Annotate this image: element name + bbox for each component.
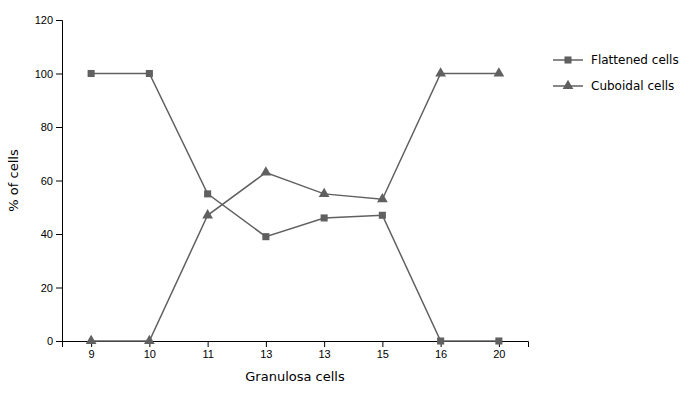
y-tick: 20 — [41, 282, 62, 294]
x-tick-label: 13 — [319, 348, 331, 360]
y-tick: 0 — [47, 335, 62, 347]
series — [86, 67, 504, 344]
legend-item: Flattened cells — [553, 53, 679, 67]
point — [86, 335, 97, 344]
legend-label: Cuboidal cells — [591, 79, 674, 93]
point — [435, 67, 446, 76]
y-axis: 0 20 40 60 80 100 120 — [35, 14, 63, 347]
y-tick-mark — [56, 181, 62, 182]
point — [495, 337, 502, 344]
y-tick-label: 80 — [41, 121, 53, 133]
point — [146, 70, 153, 77]
x-tick-label: 20 — [493, 348, 505, 360]
point — [494, 67, 505, 76]
point — [379, 212, 386, 219]
y-tick-label: 100 — [35, 68, 53, 80]
legend-symbol — [564, 56, 571, 63]
point — [437, 337, 444, 344]
y-tick-mark — [56, 20, 62, 21]
point — [204, 190, 211, 197]
y-tick: 100 — [35, 68, 62, 80]
y-tick-mark — [56, 127, 62, 128]
plot: 9 10 11 13 13 15 16 20 0 20 40 60 80 100 120 — [35, 14, 529, 360]
y-tick-mark — [56, 74, 62, 75]
series-line — [91, 74, 499, 342]
x-axis-title: Granulosa cells — [245, 369, 345, 384]
legend-symbol — [563, 80, 574, 89]
x-tick-mark — [208, 341, 209, 347]
x-tick-mark — [324, 341, 325, 347]
x-tick-label: 10 — [144, 348, 156, 360]
x-axis: 9 10 11 13 13 15 16 20 — [63, 341, 529, 360]
point — [377, 193, 388, 202]
y-tick: 60 — [41, 175, 62, 187]
y-axis-line — [56, 21, 63, 342]
y-tick-mark — [56, 341, 62, 342]
x-tick-label: 15 — [377, 348, 389, 360]
y-tick-label: 60 — [41, 175, 53, 187]
y-tick-mark — [56, 288, 62, 289]
x-tick-mark — [382, 341, 383, 347]
x-tick: 11 — [202, 341, 213, 360]
y-tick-mark — [56, 234, 62, 235]
chart: 9 10 11 13 13 15 16 20 0 20 40 60 80 100 120 Granulosa … — [0, 0, 698, 393]
point — [319, 188, 330, 197]
x-tick-mark — [266, 341, 267, 347]
y-tick-label: 0 — [47, 335, 53, 347]
x-tick: 13 — [319, 341, 331, 360]
x-tick-label: 16 — [435, 348, 447, 360]
x-tick-label: 13 — [260, 348, 272, 360]
point — [262, 233, 269, 240]
x-tick: 15 — [377, 341, 389, 360]
y-tick: 80 — [41, 121, 62, 133]
x-tick-label: 11 — [202, 348, 213, 360]
point — [261, 166, 272, 175]
point — [202, 209, 213, 218]
series — [88, 70, 503, 345]
x-axis-line — [63, 342, 529, 348]
point — [88, 70, 95, 77]
x-tick-label: 9 — [89, 348, 95, 360]
y-tick-label: 40 — [41, 228, 53, 240]
legend: Flattened cells Cuboidal cells — [553, 53, 679, 93]
y-tick-label: 20 — [41, 282, 53, 294]
series-line — [91, 74, 499, 342]
y-tick: 40 — [41, 228, 62, 240]
point — [321, 214, 328, 221]
point — [144, 335, 155, 344]
y-axis-title: % of cells — [6, 149, 21, 212]
legend-item: Cuboidal cells — [553, 79, 674, 93]
x-tick: 13 — [260, 341, 272, 360]
y-tick: 120 — [35, 14, 62, 26]
legend-label: Flattened cells — [591, 53, 679, 67]
y-tick-label: 120 — [35, 14, 53, 26]
marks — [86, 67, 504, 344]
